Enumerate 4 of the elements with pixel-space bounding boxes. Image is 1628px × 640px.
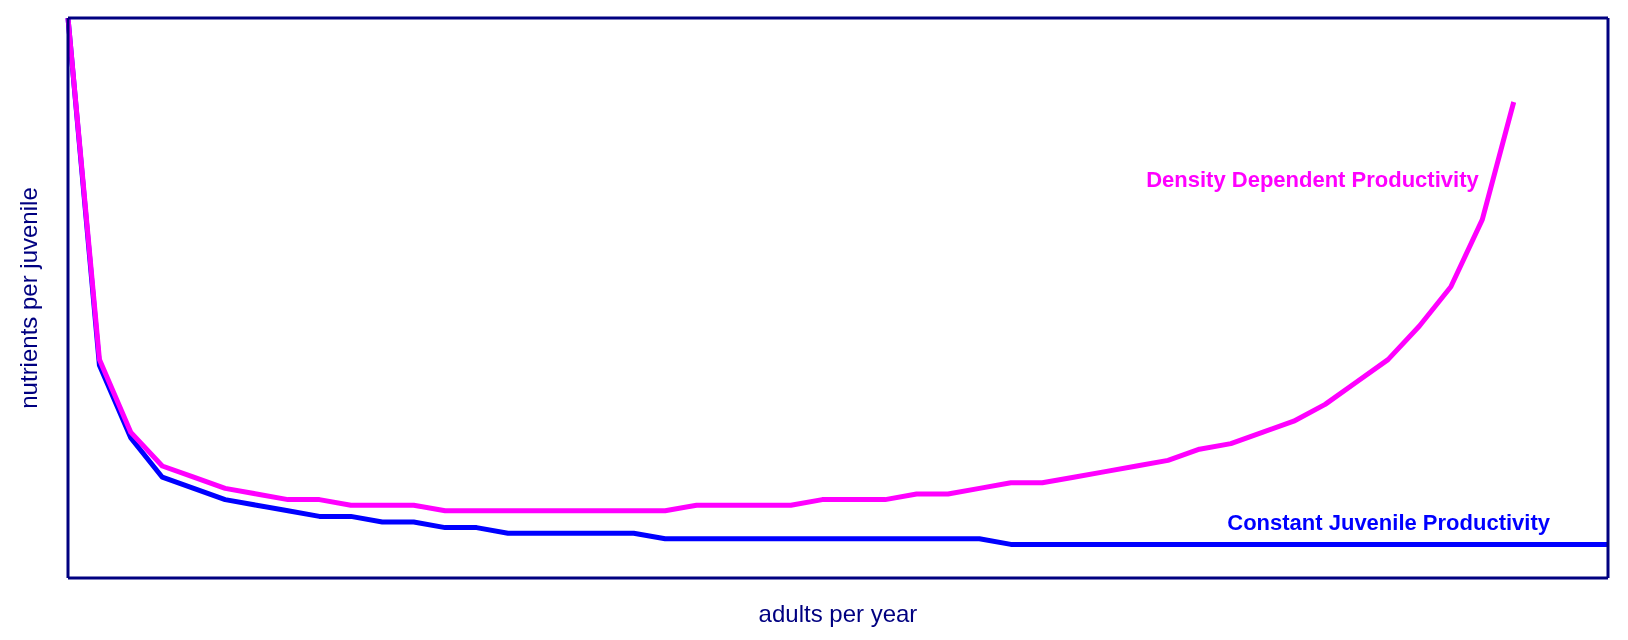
series-label: Density Dependent Productivity — [1146, 167, 1480, 192]
y-axis-title: nutrients per juvenile — [14, 187, 42, 409]
x-axis-title: adults per year — [758, 600, 918, 627]
series-label: Constant Juvenile Productivity — [1227, 510, 1551, 536]
